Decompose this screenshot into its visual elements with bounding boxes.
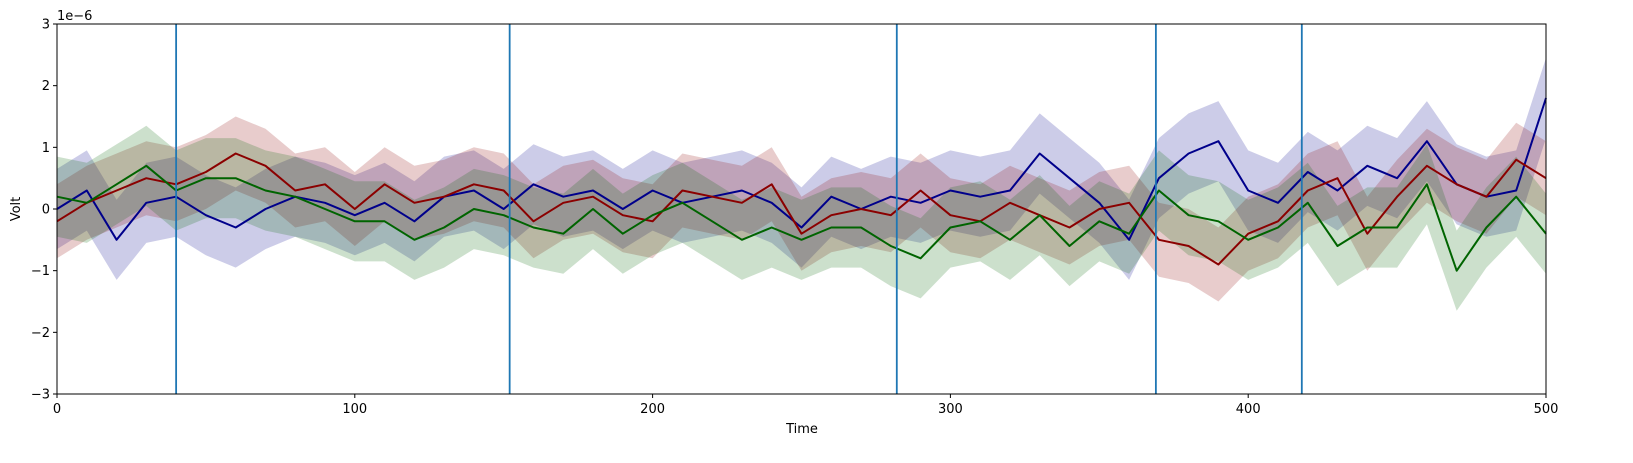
series-2-line [56,164,1547,272]
y-tick-label: −1 [31,264,50,279]
x-axis-label: Time [785,422,818,437]
y-tick-label: 1 [42,141,50,156]
x-axis-ticks: 0 100 200 300 400 500 [53,394,1559,417]
y-axis-label: Volt [9,197,24,222]
x-tick-label: 100 [342,402,367,417]
y-axis-ticks: −3 −2 −1 0 1 2 3 [31,18,57,403]
y-tick-label: −2 [31,326,50,341]
event-markers [175,24,1303,394]
series-0-band [57,57,1546,280]
x-tick-label: 400 [1236,402,1261,417]
series-lines [56,97,1547,272]
series-2-band [57,125,1546,311]
y-tick-label: 2 [42,79,50,94]
x-tick-label: 200 [640,402,665,417]
confidence-bands [57,57,1546,311]
x-tick-label: 0 [53,402,61,417]
x-tick-label: 500 [1534,402,1559,417]
series-1-band [57,116,1546,302]
y-tick-label: −3 [31,388,50,403]
x-tick-label: 300 [938,402,963,417]
y-tick-label: 0 [42,203,50,218]
y-tick-label: 3 [42,18,50,33]
series-0-line [56,97,1547,241]
y-offset-text: 1e−6 [57,9,92,24]
series-1-line [56,152,1547,266]
